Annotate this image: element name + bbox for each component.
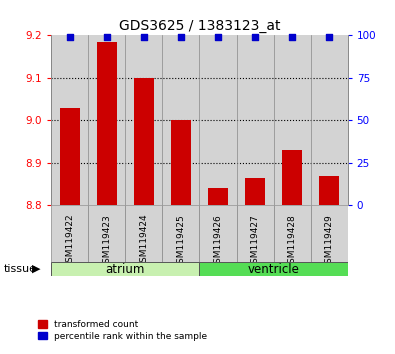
Bar — [199, 262, 348, 276]
Bar — [208, 188, 228, 205]
Point — [252, 34, 258, 40]
Bar — [126, 205, 162, 262]
Text: ▶: ▶ — [32, 264, 40, 274]
Bar — [199, 205, 237, 262]
Bar — [60, 108, 80, 205]
Point — [178, 34, 184, 40]
Bar — [310, 205, 348, 262]
Bar — [199, 35, 237, 205]
Bar — [237, 35, 274, 205]
Text: GSM119424: GSM119424 — [139, 214, 149, 268]
Bar — [282, 150, 302, 205]
Bar — [162, 35, 199, 205]
Text: GSM119429: GSM119429 — [325, 214, 334, 269]
Bar — [171, 120, 191, 205]
Text: atrium: atrium — [106, 263, 145, 275]
Bar — [310, 35, 348, 205]
Bar — [237, 205, 274, 262]
Title: GDS3625 / 1383123_at: GDS3625 / 1383123_at — [119, 19, 280, 33]
Bar — [88, 35, 126, 205]
Text: ventricle: ventricle — [248, 263, 299, 275]
Point — [215, 34, 221, 40]
Text: GSM119423: GSM119423 — [102, 214, 111, 269]
Bar — [97, 42, 117, 205]
Point — [67, 34, 73, 40]
Bar — [274, 205, 310, 262]
Bar — [274, 35, 310, 205]
Point — [141, 34, 147, 40]
Bar — [245, 178, 265, 205]
Text: GSM119422: GSM119422 — [65, 214, 74, 268]
Bar — [51, 35, 88, 205]
Text: GSM119428: GSM119428 — [288, 214, 297, 269]
Point — [289, 34, 295, 40]
Text: GSM119425: GSM119425 — [177, 214, 186, 269]
Bar — [319, 176, 339, 205]
Text: tissue: tissue — [4, 264, 37, 274]
Bar — [88, 205, 126, 262]
Bar — [162, 205, 199, 262]
Point — [104, 34, 110, 40]
Legend: transformed count, percentile rank within the sample: transformed count, percentile rank withi… — [36, 318, 209, 342]
Bar — [51, 205, 88, 262]
Bar — [126, 35, 162, 205]
Point — [326, 34, 332, 40]
Bar — [134, 78, 154, 205]
Text: GSM119426: GSM119426 — [213, 214, 222, 269]
Bar — [51, 262, 199, 276]
Text: GSM119427: GSM119427 — [250, 214, 260, 269]
